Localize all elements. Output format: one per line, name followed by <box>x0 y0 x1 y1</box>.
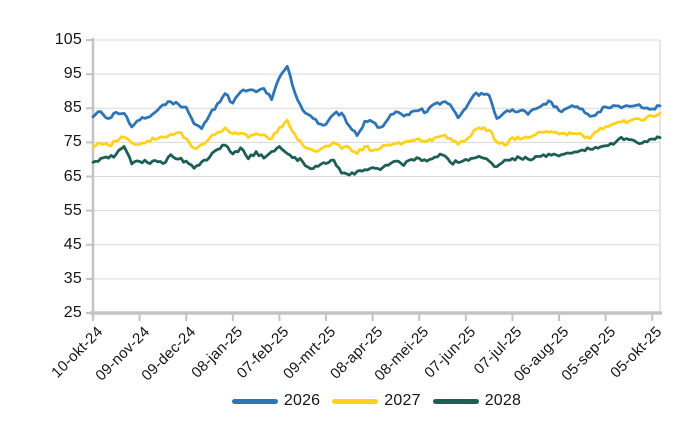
y-axis-tick-label: 55 <box>63 201 82 219</box>
legend-item-2028: 2028 <box>432 391 522 411</box>
legend-item-2027: 2027 <box>332 391 421 411</box>
legend-item-2026: 2026 <box>231 391 321 411</box>
y-axis-tick-label: 25 <box>63 304 82 321</box>
legend-label-2027: 2027 <box>384 392 421 409</box>
y-axis-tick-label: 65 <box>63 167 82 185</box>
legend-label-2026: 2026 <box>283 392 321 409</box>
y-axis-tick-label: 45 <box>63 235 82 253</box>
x-axis-tick-label: 05-okt-25 <box>464 323 665 381</box>
series-line-2027 <box>91 112 662 155</box>
legend-swatch-2028 <box>432 398 479 404</box>
series-line-2028 <box>91 135 662 177</box>
y-axis-tick-label: 35 <box>63 269 82 287</box>
y-axis-tick-label: 105 <box>54 31 82 48</box>
series-line-2026 <box>91 64 662 137</box>
y-axis-tick-label: 95 <box>63 65 82 83</box>
legend-label-2028: 2028 <box>484 392 522 409</box>
y-axis-tick-label: 75 <box>63 133 82 151</box>
legend-swatch-2026 <box>231 398 278 404</box>
y-axis-tick-label: 85 <box>63 99 82 117</box>
legend-swatch-2027 <box>332 398 379 404</box>
legend: 2026 2027 2028 <box>93 391 660 411</box>
